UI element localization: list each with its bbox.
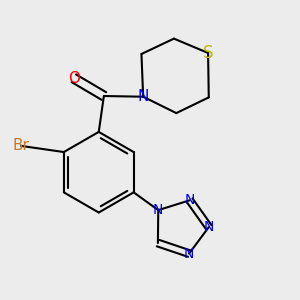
Text: N: N	[204, 220, 214, 234]
Text: N: N	[153, 203, 164, 217]
Text: N: N	[137, 89, 149, 104]
Text: N: N	[184, 193, 195, 207]
Text: S: S	[203, 44, 213, 62]
Text: O: O	[68, 71, 80, 86]
Text: N: N	[184, 247, 194, 261]
Text: Br: Br	[13, 138, 30, 153]
